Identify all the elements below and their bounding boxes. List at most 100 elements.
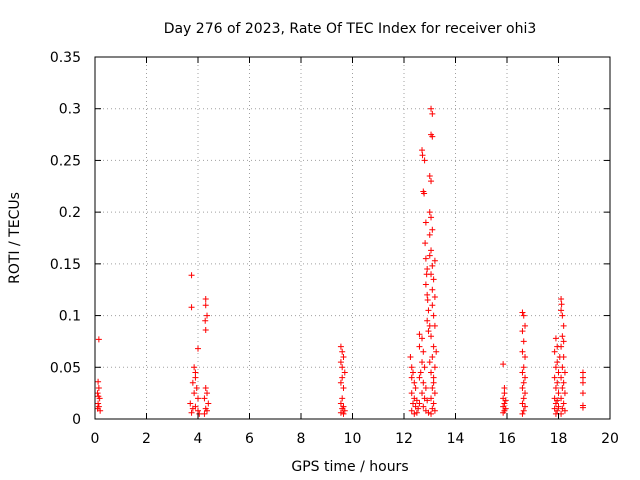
- data-point: [417, 369, 424, 376]
- data-point: [433, 348, 440, 355]
- data-point: [422, 255, 429, 262]
- data-point: [428, 410, 435, 417]
- data-point: [426, 322, 433, 329]
- data-point: [95, 336, 102, 343]
- data-point: [520, 338, 527, 345]
- data-point: [421, 157, 428, 164]
- data-point: [204, 312, 211, 319]
- axis-ticks: [94, 56, 611, 420]
- data-point: [554, 359, 561, 366]
- data-point: [195, 345, 201, 352]
- data-point: [500, 361, 507, 368]
- data-point: [202, 384, 209, 391]
- data-point: [552, 410, 559, 417]
- data-point: [202, 302, 209, 309]
- data-point: [97, 407, 104, 414]
- data-point: [410, 369, 417, 376]
- data-point: [560, 338, 567, 345]
- data-point: [420, 348, 427, 355]
- data-point: [425, 307, 432, 314]
- data-point: [191, 364, 198, 371]
- data-point: [426, 252, 433, 259]
- data-point: [500, 409, 507, 416]
- data-point: [579, 379, 586, 386]
- data-point: [559, 333, 566, 340]
- data-point: [555, 369, 562, 376]
- data-point: [410, 400, 417, 407]
- data-point: [558, 296, 565, 303]
- x-tick-labels: 0 2 4 6 8 10 12 14 16 18 20: [91, 431, 619, 447]
- data-point: [202, 296, 209, 303]
- data-point: [552, 400, 559, 407]
- data-point: [552, 364, 559, 371]
- data-point: [502, 397, 509, 404]
- data-point: [429, 133, 436, 140]
- data-point: [201, 410, 208, 417]
- data-point: [560, 400, 567, 407]
- data-point: [419, 147, 426, 154]
- x-tick-label: 0: [91, 431, 100, 447]
- data-point: [558, 410, 565, 417]
- data-point: [340, 410, 347, 417]
- data-point: [428, 214, 435, 221]
- data-point: [426, 359, 433, 366]
- x-tick-label: 14: [447, 431, 465, 447]
- data-point: [95, 393, 102, 400]
- data-point: [188, 272, 195, 279]
- data-point: [195, 407, 201, 414]
- y-tick-label: 0.15: [50, 257, 81, 273]
- data-point: [424, 266, 431, 273]
- data-point: [413, 409, 420, 416]
- data-point: [339, 374, 346, 381]
- data-point: [411, 379, 418, 386]
- data-point: [95, 400, 102, 407]
- x-tick-label: 8: [297, 431, 306, 447]
- data-point: [339, 395, 346, 402]
- chart-title: Day 276 of 2023, Rate Of TEC Index for r…: [164, 21, 537, 37]
- data-point: [421, 190, 428, 197]
- data-point: [520, 395, 527, 402]
- data-point: [551, 374, 558, 381]
- data-point: [429, 384, 436, 391]
- data-point: [560, 379, 567, 386]
- x-tick-label: 10: [344, 431, 362, 447]
- data-point: [522, 322, 529, 329]
- data-point: [425, 409, 432, 416]
- data-point: [430, 312, 437, 319]
- data-point: [428, 271, 435, 278]
- data-point: [202, 327, 209, 334]
- data-point: [430, 343, 437, 350]
- data-point: [204, 407, 211, 414]
- data-point: [554, 407, 561, 414]
- data-point: [193, 384, 200, 391]
- data-point: [419, 359, 426, 366]
- data-point: [561, 407, 568, 414]
- data-point: [192, 374, 199, 381]
- data-point: [425, 328, 432, 335]
- data-point: [431, 293, 438, 300]
- data-point: [520, 364, 527, 371]
- data-point: [560, 322, 567, 329]
- data-point: [422, 240, 429, 247]
- data-point: [520, 407, 527, 414]
- data-point: [501, 384, 508, 391]
- data-point: [559, 384, 566, 391]
- data-point: [559, 312, 566, 319]
- data-point: [416, 343, 423, 350]
- data-point: [196, 410, 203, 417]
- data-point: [337, 343, 344, 350]
- data-point: [419, 390, 426, 397]
- data-point: [429, 302, 436, 309]
- data-point: [424, 397, 431, 404]
- data-point: [422, 281, 429, 288]
- data-point: [558, 301, 565, 308]
- data-point: [552, 335, 559, 342]
- data-point: [337, 400, 344, 407]
- data-point: [579, 374, 586, 381]
- data-point: [340, 353, 347, 360]
- y-tick-label: 0.1: [59, 309, 81, 325]
- data-point: [519, 369, 526, 376]
- data-point: [431, 364, 438, 371]
- data-point: [554, 379, 561, 386]
- data-point: [424, 317, 431, 324]
